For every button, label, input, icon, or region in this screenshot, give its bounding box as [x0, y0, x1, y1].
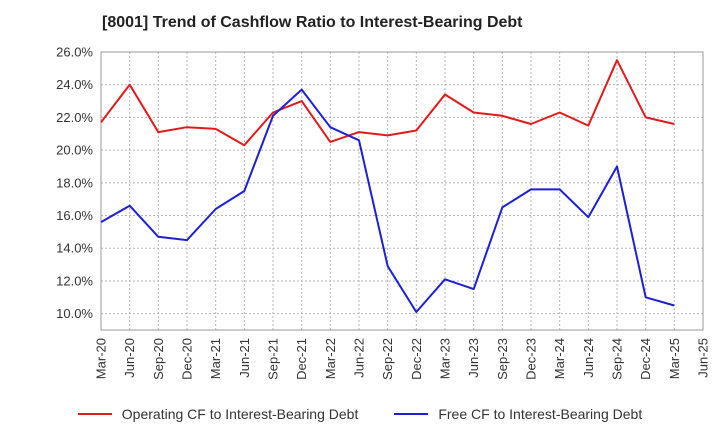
x-tick-label: Jun-22	[352, 338, 367, 378]
x-tick-label: Sep-23	[495, 338, 510, 380]
series-line-operating-cf	[100, 59, 675, 147]
x-tick-label: Jun-25	[696, 338, 711, 378]
x-tick-label: Sep-22	[380, 338, 395, 380]
x-tick-label: Jun-20	[122, 338, 137, 378]
legend-swatch-free-cf	[394, 413, 429, 415]
x-tick-label: Mar-23	[438, 338, 453, 379]
series-line-free-cf	[100, 88, 675, 313]
x-tick-label: Sep-20	[151, 338, 166, 380]
y-tick-label: 26.0%	[56, 45, 93, 60]
x-tick-label: Jun-24	[581, 338, 596, 378]
legend-label-free-cf: Free CF to Interest-Bearing Debt	[438, 406, 643, 422]
legend-item-operating-cf: Operating CF to Interest-Bearing Debt	[77, 406, 359, 422]
legend-label-operating-cf: Operating CF to Interest-Bearing Debt	[121, 406, 359, 422]
x-tick-label: Dec-21	[294, 338, 309, 380]
y-tick-label: 16.0%	[56, 208, 93, 223]
y-tick-label: 10.0%	[56, 306, 93, 321]
y-tick-label: 22.0%	[56, 110, 93, 125]
x-tick-label: Dec-23	[524, 338, 539, 380]
chart-title: [8001] Trend of Cashflow Ratio to Intere…	[102, 14, 523, 31]
legend-item-free-cf: Free CF to Interest-Bearing Debt	[394, 406, 642, 422]
x-tick-label: Mar-21	[208, 338, 223, 379]
x-tick-label: Mar-22	[323, 338, 338, 379]
x-tick-label: Mar-24	[552, 338, 567, 379]
y-tick-label: 12.0%	[56, 273, 93, 288]
x-tick-label: Jun-23	[466, 338, 481, 378]
x-tick-label: Mar-20	[94, 338, 109, 379]
x-tick-label: Dec-22	[409, 338, 424, 380]
x-tick-label: Sep-24	[610, 338, 625, 380]
x-tick-label: Jun-21	[237, 338, 252, 378]
y-tick-label: 18.0%	[56, 175, 93, 190]
y-tick-label: 24.0%	[56, 77, 93, 92]
x-tick-label: Dec-24	[638, 338, 653, 380]
x-tick-label: Dec-20	[180, 338, 195, 380]
legend-swatch-operating-cf	[77, 413, 112, 415]
x-tick-label: Mar-25	[667, 338, 682, 379]
y-tick-label: 20.0%	[56, 143, 93, 158]
plot-frame	[100, 51, 704, 331]
y-tick-label: 14.0%	[56, 241, 93, 256]
x-tick-label: Sep-21	[266, 338, 281, 380]
chart-legend: Operating CF to Interest-Bearing Debt Fr…	[0, 406, 720, 422]
